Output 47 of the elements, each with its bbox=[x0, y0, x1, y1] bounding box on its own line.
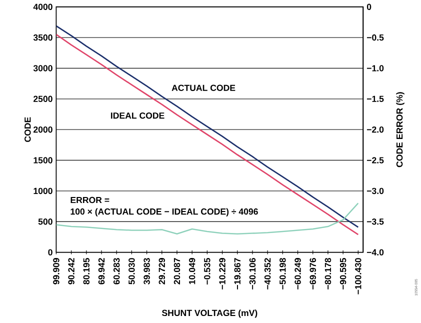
y2-tick-label: −3.0 bbox=[366, 188, 384, 194]
y-tick-label: 4000 bbox=[33, 4, 52, 10]
x-tick-label: 90.242 bbox=[68, 258, 74, 284]
series-label: ACTUAL CODE bbox=[172, 84, 236, 92]
y-tick-label: 500 bbox=[38, 218, 52, 225]
annotation: ERROR = bbox=[70, 197, 110, 204]
x-tick-label: −19.867 bbox=[234, 258, 240, 290]
y2-tick-label: −1.0 bbox=[366, 65, 384, 72]
y2-axis-title: CODE ERROR (%) bbox=[396, 92, 404, 168]
x-tick-label: −60.249 bbox=[294, 258, 301, 290]
y2-tick-label: 0 bbox=[366, 4, 372, 10]
x-tick-label: −30.106 bbox=[249, 258, 256, 290]
x-tick-label: 60.283 bbox=[113, 258, 120, 284]
series-label: IDEAL CODE bbox=[111, 112, 164, 119]
line-series bbox=[56, 202, 359, 235]
y-tick-label: 1000 bbox=[34, 188, 52, 194]
x-tick-label: −0.535 bbox=[204, 258, 210, 285]
x-tick-label: −50.198 bbox=[280, 258, 286, 290]
x-tick-label: −40.352 bbox=[264, 258, 271, 290]
y-tick-label: 0 bbox=[48, 249, 52, 256]
x-tick-label: 99.909 bbox=[53, 258, 60, 284]
annotation: 100 × (ACTUAL CODE − IDEAL CODE) ÷ 4096 bbox=[70, 208, 258, 217]
x-tick-label: 20.087 bbox=[174, 258, 180, 284]
x-tick-label: −80.178 bbox=[324, 258, 332, 290]
x-tick-label: −69.976 bbox=[310, 258, 316, 290]
y-axis-title: CODE bbox=[24, 117, 31, 142]
y2-tick-label: −1.5 bbox=[366, 96, 384, 102]
y-tick-label: 3000 bbox=[33, 65, 52, 72]
x-tick-label: −100.430 bbox=[355, 258, 362, 294]
x-axis-title: SHUNT VOLTAGE (mV) bbox=[162, 310, 258, 318]
y2-tick-label: −0.5 bbox=[366, 34, 384, 41]
y2-tick-label: −2.5 bbox=[366, 157, 384, 164]
y-tick-label: 2500 bbox=[33, 96, 52, 102]
y-tick-label: 1500 bbox=[34, 157, 52, 164]
x-tick-label: 80.195 bbox=[83, 258, 90, 285]
y-tick-label: 3500 bbox=[33, 34, 52, 41]
y2-tick-label: −4.0 bbox=[366, 249, 384, 256]
y2-tick-label: −3.5 bbox=[366, 218, 384, 225]
x-tick-label: 69.942 bbox=[98, 258, 105, 284]
x-tick-label: −10.229 bbox=[219, 258, 226, 290]
x-tick-label: 29.729 bbox=[158, 258, 166, 284]
x-tick-label: 39.983 bbox=[144, 258, 150, 285]
x-tick-label: 50.030 bbox=[128, 258, 135, 285]
x-tick-label: −90.595 bbox=[340, 258, 346, 290]
y-tick-label: 2000 bbox=[33, 126, 52, 133]
y2-tick-label: −2.0 bbox=[366, 126, 384, 133]
x-tick-label: 10.049 bbox=[188, 258, 196, 284]
